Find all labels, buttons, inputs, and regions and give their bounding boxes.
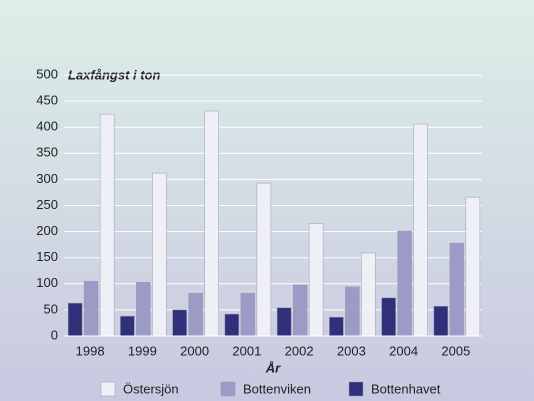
x-tick-label: 1999 bbox=[128, 343, 157, 358]
x-tick-label: 2000 bbox=[180, 343, 209, 358]
bar bbox=[83, 280, 99, 337]
x-tick-label: 2005 bbox=[441, 343, 470, 358]
y-tick-label: 400 bbox=[36, 119, 58, 134]
bar bbox=[224, 313, 240, 337]
x-tick-label: 2004 bbox=[389, 343, 418, 358]
y-tick-label: 200 bbox=[36, 223, 58, 238]
bar bbox=[449, 242, 465, 337]
x-tick-label: 2001 bbox=[232, 343, 261, 358]
bar bbox=[361, 252, 376, 337]
bar bbox=[152, 172, 167, 337]
legend-swatch bbox=[348, 381, 364, 397]
legend-label: Bottenhavet bbox=[371, 381, 441, 396]
bar bbox=[345, 286, 360, 337]
x-tick-label: 1998 bbox=[76, 343, 105, 358]
bar bbox=[329, 316, 344, 337]
x-tick-label: 2002 bbox=[285, 343, 314, 358]
legend-label: Östersjön bbox=[123, 381, 179, 396]
bar bbox=[381, 297, 396, 337]
bar bbox=[308, 223, 324, 337]
bar bbox=[292, 284, 308, 337]
y-tick-label: 250 bbox=[36, 197, 58, 212]
y-tick-label: 450 bbox=[36, 93, 58, 108]
bar bbox=[276, 307, 292, 337]
y-tick-label: 350 bbox=[36, 145, 58, 160]
bar bbox=[99, 113, 115, 337]
y-tick-label: 150 bbox=[36, 249, 58, 264]
bar bbox=[465, 196, 481, 337]
y-tick-label: 50 bbox=[44, 301, 58, 316]
bar bbox=[188, 292, 203, 337]
bar bbox=[397, 230, 412, 337]
x-tick-label: 2003 bbox=[337, 343, 366, 358]
y-tick-label: 0 bbox=[51, 327, 58, 342]
legend-label: Bottenviken bbox=[243, 381, 311, 396]
bar bbox=[172, 309, 187, 337]
y-tick-label: 300 bbox=[36, 171, 58, 186]
bar bbox=[413, 123, 428, 337]
bar bbox=[433, 305, 449, 337]
bar bbox=[204, 110, 219, 337]
y-tick-label: 500 bbox=[36, 66, 58, 81]
bar bbox=[240, 292, 256, 337]
legend-swatch bbox=[220, 381, 236, 397]
legend-swatch bbox=[100, 381, 116, 397]
bar bbox=[120, 315, 135, 337]
bar bbox=[67, 302, 83, 337]
bar bbox=[136, 281, 151, 337]
x-axis-label: År bbox=[265, 360, 281, 375]
bar bbox=[256, 182, 272, 337]
y-tick-label: 100 bbox=[36, 275, 58, 290]
